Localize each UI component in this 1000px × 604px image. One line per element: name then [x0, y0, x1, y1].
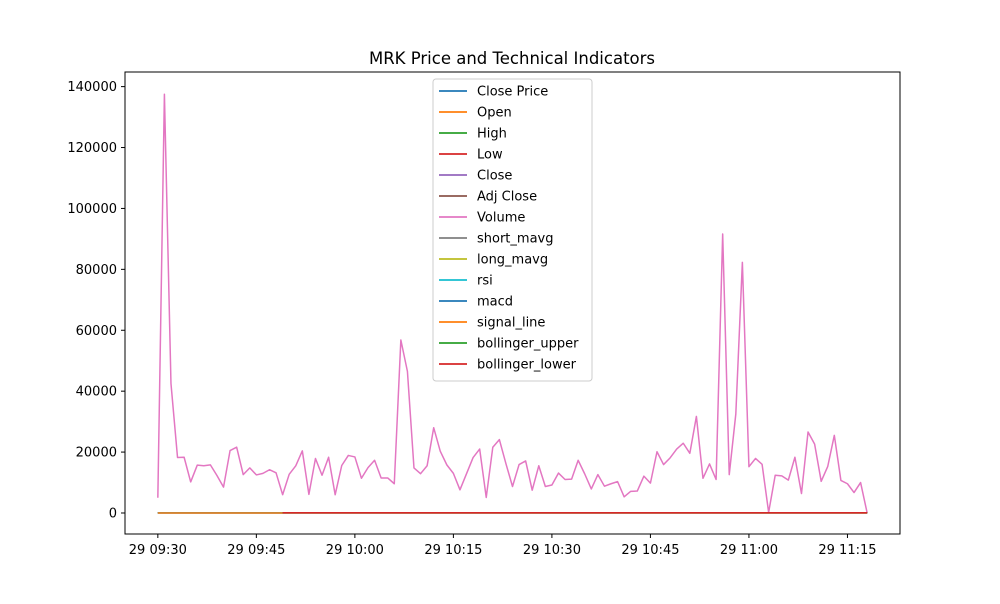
legend-label: long_mavg	[477, 253, 548, 268]
x-tick-label: 29 11:15	[818, 543, 876, 558]
legend-label: rsi	[477, 274, 493, 289]
legend-label: Close	[477, 169, 512, 184]
x-axis: 29 09:30 29 09:45 29 10:00 29 10:15 29 10:30…	[129, 534, 877, 558]
legend-label: Adj Close	[477, 190, 537, 205]
y-tick-label: 140000	[67, 80, 117, 95]
y-tick-label: 100000	[67, 202, 117, 217]
legend-label: short_mavg	[477, 232, 553, 247]
y-tick-label: 120000	[67, 141, 117, 156]
legend-label: Open	[477, 106, 512, 121]
x-tick-label: 29 10:15	[424, 543, 482, 558]
legend-label: macd	[477, 295, 513, 310]
legend-label: Close Price	[477, 85, 548, 100]
legend-label: Volume	[477, 211, 525, 226]
x-tick-label: 29 10:45	[621, 543, 679, 558]
legend-label: bollinger_lower	[477, 358, 577, 373]
axes-frame	[124, 71, 901, 535]
y-axis: 0 20000 40000 60000 80000 100000 120000 140000	[67, 80, 125, 521]
legend: Close Price Open High Low Close Adj Close Volu…	[432, 78, 593, 382]
x-tick-label: 29 09:45	[227, 543, 285, 558]
legend-label: signal_line	[477, 316, 545, 331]
x-tick-label: 29 09:30	[129, 543, 187, 558]
legend-box	[432, 78, 593, 382]
legend-label: Low	[477, 148, 503, 163]
y-tick-label: 80000	[76, 263, 117, 278]
legend-label: High	[477, 127, 507, 142]
series-line-volume	[157, 93, 868, 514]
legend-label: bollinger_upper	[477, 337, 579, 352]
x-tick-label: 29 10:00	[326, 543, 384, 558]
y-tick-label: 20000	[76, 446, 117, 461]
y-tick-label: 0	[109, 506, 117, 521]
plot-lines	[157, 93, 868, 514]
chart-title: MRK Price and Technical Indicators	[369, 49, 655, 68]
y-tick-label: 60000	[76, 324, 117, 339]
y-tick-label: 40000	[76, 385, 117, 400]
x-tick-label: 29 10:30	[523, 543, 581, 558]
x-tick-label: 29 11:00	[720, 543, 778, 558]
